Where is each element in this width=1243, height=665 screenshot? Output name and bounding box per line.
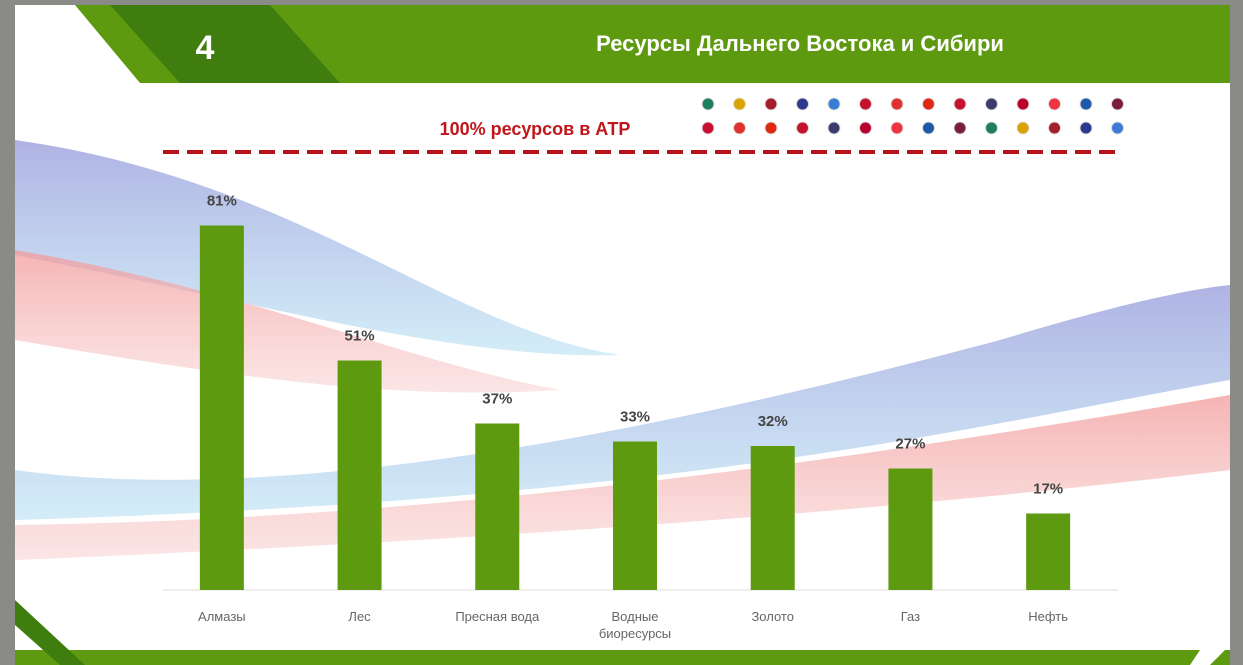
value-label: 81% — [207, 192, 237, 209]
flag-icon — [1017, 98, 1029, 110]
value-label: 37% — [482, 390, 512, 407]
flag-icon — [765, 122, 777, 134]
value-label: 51% — [345, 327, 375, 344]
flag-icon — [765, 98, 777, 110]
slide-number: 4 — [196, 29, 215, 67]
value-label: 32% — [758, 413, 788, 430]
flag-icon — [891, 122, 903, 134]
bar — [338, 361, 382, 591]
x-tick-label: Алмазы — [167, 608, 277, 625]
chart-title: Ресурсы Дальнего Востока и Сибири — [596, 31, 1004, 56]
flag-icon — [1080, 98, 1092, 110]
bar — [751, 446, 795, 590]
flag-icon — [986, 122, 998, 134]
flag-icon — [954, 98, 966, 110]
x-tick-label: Лес — [305, 608, 415, 625]
flag-icon — [1080, 122, 1092, 134]
flag-icon — [828, 98, 840, 110]
value-label: 27% — [895, 435, 925, 452]
flag-icon — [702, 98, 714, 110]
flag-icon — [860, 98, 872, 110]
flag-icon — [923, 98, 935, 110]
footer-band — [15, 650, 1230, 665]
x-tick-label: Нефть — [993, 608, 1103, 625]
flag-icon — [986, 98, 998, 110]
flag-icon — [1049, 122, 1061, 134]
bar — [613, 442, 657, 591]
annotation: 100% ресурсов в АТР — [440, 119, 631, 139]
value-label: 17% — [1033, 480, 1063, 497]
flag-icon — [860, 122, 872, 134]
flag-icon — [734, 98, 746, 110]
bar — [1026, 514, 1070, 591]
flag-icon — [1112, 122, 1124, 134]
x-tick-label: Газ — [855, 608, 965, 625]
flag-icon — [1112, 98, 1124, 110]
flag-icon — [954, 122, 966, 134]
flag-icon — [1049, 98, 1061, 110]
flag-icon — [702, 122, 714, 134]
value-label: 33% — [620, 408, 650, 425]
x-tick-label: Пресная вода — [442, 608, 552, 625]
flag-icon — [891, 98, 903, 110]
flag-icon — [734, 122, 746, 134]
x-tick-label: Водные биоресурсы — [590, 608, 680, 642]
flag-icon — [797, 122, 809, 134]
flag-icon — [797, 98, 809, 110]
x-tick-label: Золото — [718, 608, 828, 625]
flag-icon — [828, 122, 840, 134]
bar — [475, 424, 519, 591]
flag-icon — [1017, 122, 1029, 134]
slide: 4 Ресурсы Дальнего Востока и Сибири 100%… — [0, 0, 1243, 665]
bar — [200, 226, 244, 591]
bar — [888, 469, 932, 591]
chart: 4 Ресурсы Дальнего Востока и Сибири 100%… — [0, 0, 1243, 665]
flag-icon — [923, 122, 935, 134]
